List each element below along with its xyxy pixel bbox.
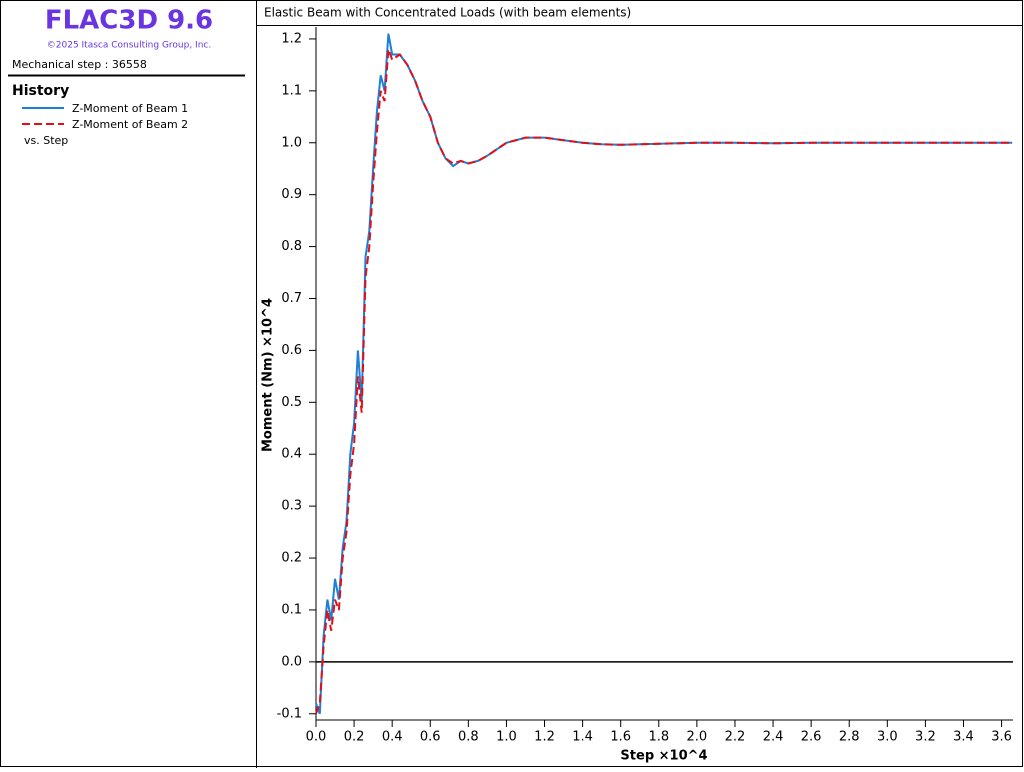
y-tick-label: 0.3 bbox=[281, 499, 302, 514]
x-tick-label: 1.2 bbox=[534, 730, 555, 745]
y-tick-label: -0.1 bbox=[277, 706, 302, 721]
x-tick-label: 0.4 bbox=[382, 730, 403, 745]
y-tick-label: 0.6 bbox=[281, 343, 302, 358]
y-tick-label: 0.0 bbox=[281, 654, 302, 669]
x-tick-label: 0.2 bbox=[344, 730, 365, 745]
x-tick-label: 1.8 bbox=[648, 730, 669, 745]
step-label: Mechanical step : 36558 bbox=[12, 58, 147, 71]
series-line bbox=[315, 48, 1013, 715]
x-tick-label: 0.8 bbox=[458, 730, 479, 745]
legend-label: Z-Moment of Beam 1 bbox=[72, 102, 188, 115]
y-tick-label: 1.0 bbox=[281, 135, 302, 150]
y-tick-label: 0.9 bbox=[281, 187, 302, 202]
history-heading: History bbox=[12, 83, 69, 99]
series-line bbox=[315, 33, 1013, 715]
x-tick-label: 3.4 bbox=[953, 730, 974, 745]
x-tick-label: 2.0 bbox=[687, 730, 708, 745]
y-tick-label: 0.2 bbox=[281, 551, 302, 566]
copyright: ©2025 Itasca Consulting Group, Inc. bbox=[47, 41, 211, 51]
y-tick-label: 1.2 bbox=[281, 31, 302, 46]
x-tick-label: 3.6 bbox=[991, 730, 1012, 745]
x-tick-label: 1.6 bbox=[610, 730, 631, 745]
app-title: FLAC3D 9.6 bbox=[45, 6, 213, 36]
x-tick-label: 2.6 bbox=[801, 730, 822, 745]
x-tick-label: 2.4 bbox=[763, 730, 784, 745]
y-tick-label: 0.5 bbox=[281, 395, 302, 410]
x-tick-label: 1.4 bbox=[572, 730, 593, 745]
y-tick-label: 1.1 bbox=[281, 83, 302, 98]
x-tick-label: 0.6 bbox=[420, 730, 441, 745]
y-axis-label: Moment (Nm) ×10^4 bbox=[261, 298, 276, 452]
x-axis-label: Step ×10^4 bbox=[620, 749, 707, 764]
y-tick-label: 0.7 bbox=[281, 291, 302, 306]
y-tick-label: 0.1 bbox=[281, 602, 302, 617]
x-tick-label: 2.8 bbox=[839, 730, 860, 745]
y-tick-label: 0.8 bbox=[281, 239, 302, 254]
x-tick-label: 2.2 bbox=[725, 730, 746, 745]
x-tick-label: 1.0 bbox=[496, 730, 517, 745]
x-tick-label: 3.2 bbox=[915, 730, 936, 745]
chart-title: Elastic Beam with Concentrated Loads (wi… bbox=[264, 6, 631, 20]
vs-label: vs. Step bbox=[24, 134, 68, 147]
x-tick-label: 3.0 bbox=[877, 730, 898, 745]
legend-label: Z-Moment of Beam 2 bbox=[72, 118, 188, 131]
y-tick-label: 0.4 bbox=[281, 447, 302, 462]
x-tick-label: 0.0 bbox=[306, 730, 327, 745]
